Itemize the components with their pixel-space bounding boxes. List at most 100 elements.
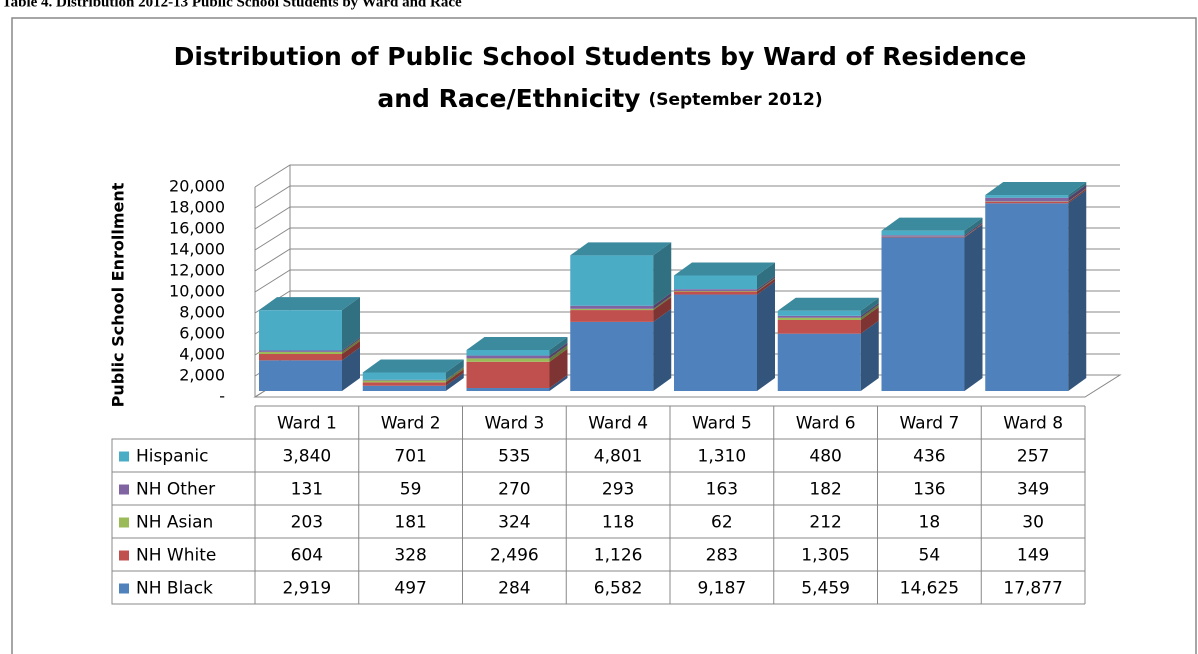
table-value: 203 [291,513,323,533]
bar-side [445,369,464,386]
y-tick-label: 18,000 [169,198,225,217]
bar-segment [674,289,757,291]
bar-segment [570,321,654,391]
bar-side [757,262,775,290]
y-tick-label: 4,000 [179,345,225,364]
bar-segment [674,294,757,391]
bar-side [1068,182,1087,198]
bar-side [1068,188,1087,204]
bar-side [757,281,775,391]
bar-side [653,297,672,322]
bar-side [445,366,464,381]
bar-segment [777,310,861,316]
table-value: 328 [394,546,426,566]
y-tick-label: - [219,387,225,406]
bar-side [964,217,983,236]
y-tick-label: 12,000 [169,261,225,280]
legend-label: NH Other [136,480,215,500]
bar-side [757,277,775,292]
legend-label: Hispanic [136,447,208,467]
table-value: 535 [498,447,530,467]
table-value: 54 [919,546,941,566]
bar-segment [881,230,965,236]
y-tick-label: 8,000 [179,303,225,322]
table-value: 436 [913,447,945,467]
table-value: 349 [1017,480,1049,500]
table-value: 14,625 [900,579,959,599]
bar-segment [570,305,654,309]
table-value: 480 [809,447,841,467]
y-tick-label: 16,000 [169,219,225,238]
table-value: 270 [498,480,530,500]
x-tick-label: Ward 2 [381,414,441,434]
x-tick-label: Ward 4 [588,414,648,434]
table-value: 1,305 [801,546,850,566]
table-value: 1,310 [698,447,747,467]
table-value: 9,187 [698,579,747,599]
bar-top [777,297,879,311]
bar-segment [777,317,861,320]
bar-side [860,320,879,391]
legend-swatch [119,451,129,462]
x-tick-label: Ward 8 [1003,414,1063,434]
table-value: 701 [394,447,426,467]
grid-line [254,185,1120,209]
legend-swatch [119,517,129,528]
bar-side [445,372,464,391]
bar-side [549,345,568,362]
bar-segment [259,360,342,391]
bar-side [964,224,983,391]
bar-side [964,222,983,237]
bar-segment [259,350,342,352]
bar-segment [985,197,1069,202]
grid-line [254,206,1120,230]
table-value: 2,496 [490,546,539,566]
bar-segment [362,372,446,380]
y-tick-label: 20,000 [169,177,225,196]
bar-side [653,308,672,391]
table-value: 3,840 [283,447,332,467]
legend-label: NH White [136,546,216,566]
bar-side [757,276,775,291]
bar-side [1068,188,1087,202]
bar-top [985,182,1087,196]
bar-segment [570,310,654,322]
table-value: 497 [394,579,426,599]
bar-side [964,223,983,238]
bar-segment [259,351,342,355]
y-axis-label: Public School Enrollment [109,182,128,407]
x-tick-label: Ward 6 [796,414,856,434]
bar-segment [674,275,757,290]
bar-segment [985,195,1069,198]
table-value: 2,919 [283,579,332,599]
bar-segment [985,203,1069,391]
bar-top [362,359,464,373]
chart-title: Distribution of Public School Students b… [174,42,1027,71]
bar-segment [777,333,861,391]
x-tick-label: Ward 7 [899,414,959,434]
bar-side [342,337,360,352]
table-value: 293 [602,480,634,500]
caption: Table 4. Distribution 2012-13 Public Sch… [2,0,462,10]
bar-segment [362,380,446,383]
table-value: 30 [1022,513,1044,533]
bar-segment [362,382,446,386]
legend-swatch [119,583,129,594]
bar-segment [362,385,446,391]
table-value: 324 [498,513,530,533]
y-tick-label: 10,000 [169,282,225,301]
bar-side [653,292,672,309]
grid-line [254,164,1120,188]
bar-segment [466,361,550,389]
bar-segment [362,379,446,381]
bar-side [549,348,568,389]
bar-side [860,297,879,316]
table-value: 136 [913,480,945,500]
chart-border [11,17,1197,654]
table-value: 17,877 [1003,579,1062,599]
bar-side [342,347,360,391]
bar-side [342,341,360,361]
legend-swatch [119,550,129,561]
bar-segment [674,290,757,292]
grid-line [254,227,1120,251]
